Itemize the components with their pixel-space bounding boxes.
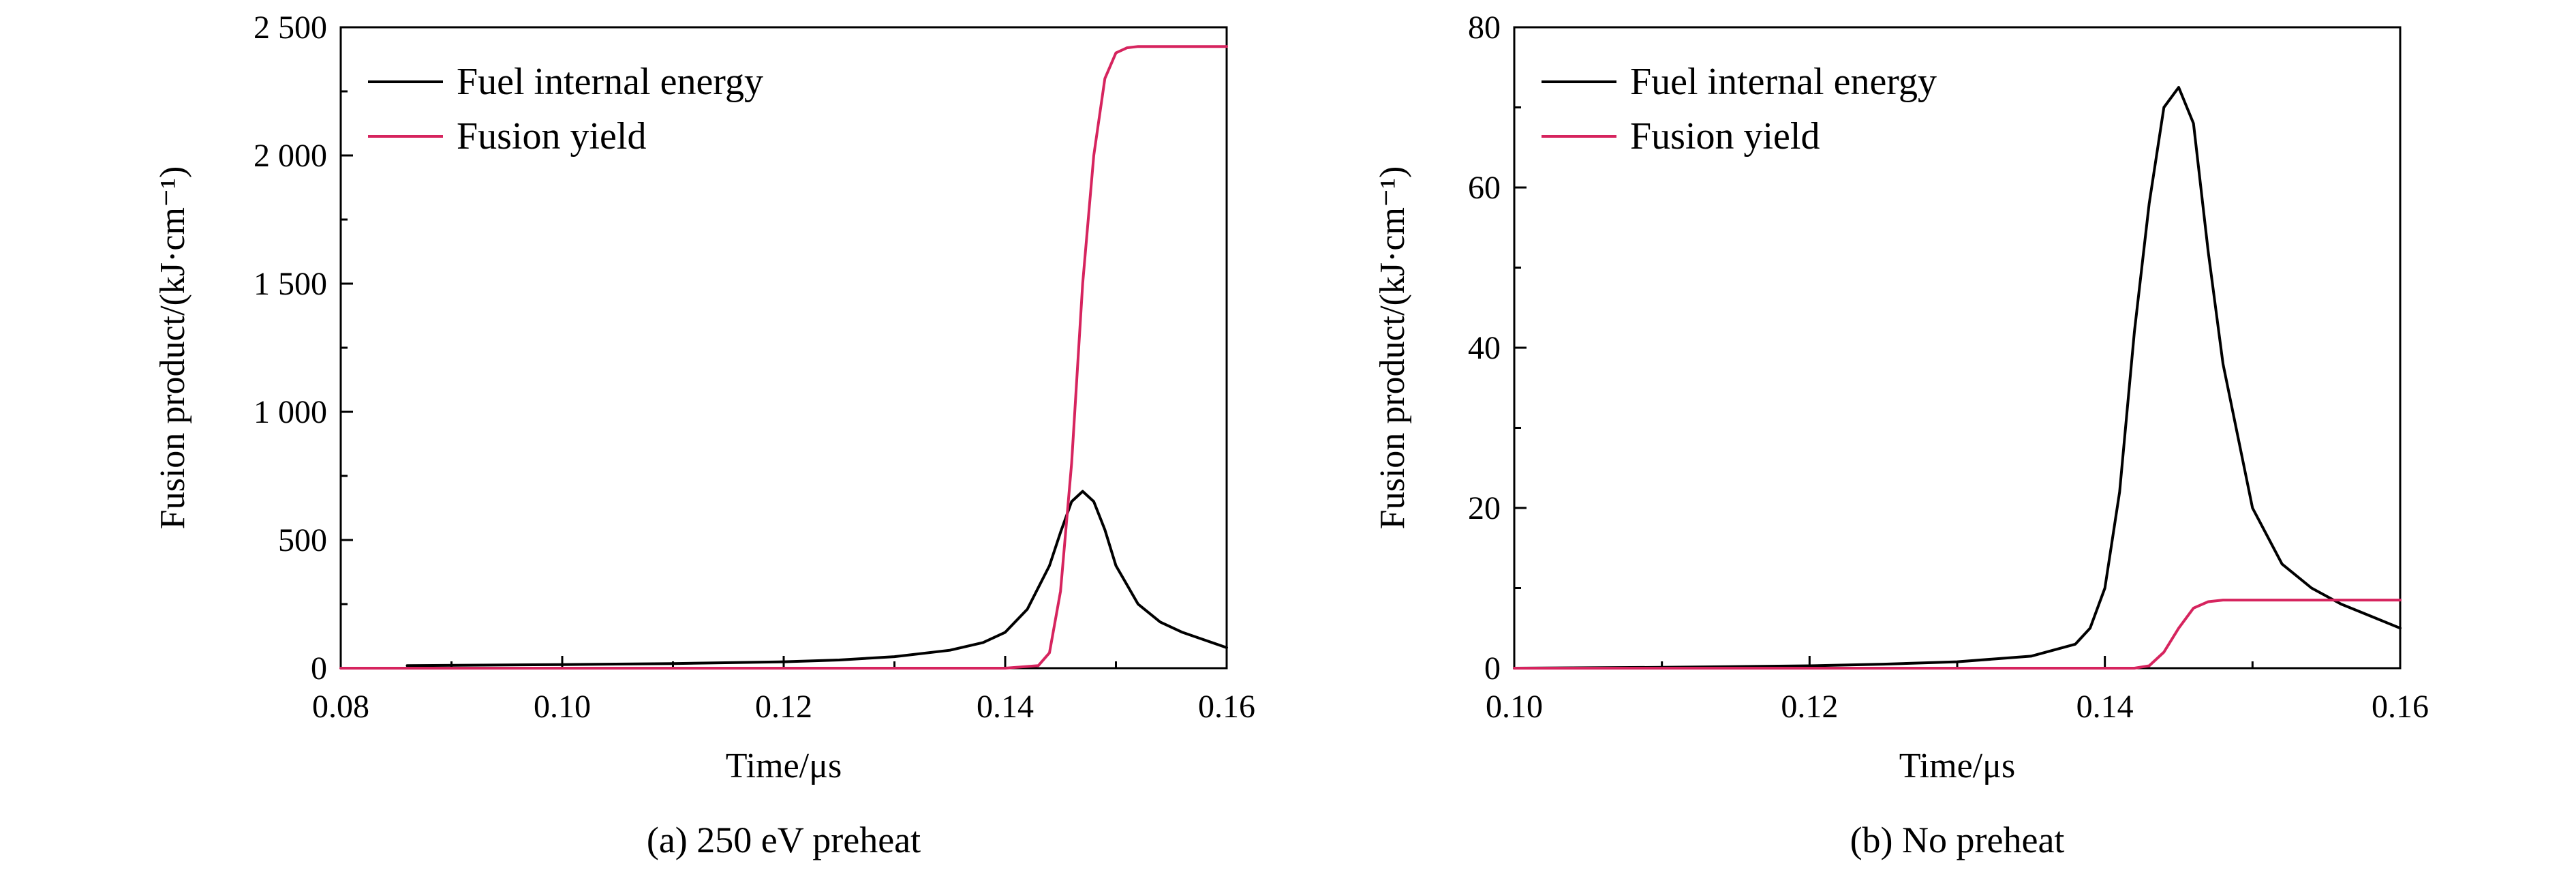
x-tick-label: 0.14	[977, 689, 1034, 725]
axis-ticks: 0.10 0.12 0.14 0.16 0 20 40 60 80	[1468, 10, 2429, 725]
x-tick-label: 0.12	[1781, 689, 1838, 725]
y-axis-title: Fusion product/(kJ·cm⁻¹)	[153, 166, 192, 530]
x-tick-label: 0.14	[2076, 689, 2134, 725]
series-group	[339, 45, 1228, 670]
x-tick-label: 0.08	[312, 689, 369, 725]
series-line-fusion-yield	[339, 45, 1228, 670]
series-line-fusion-yield	[1513, 599, 2402, 670]
y-axis-title: Fusion product/(kJ·cm⁻¹)	[1373, 166, 1412, 530]
legend-label: Fuel internal energy	[457, 61, 763, 103]
legend: Fuel internal energy Fusion yield	[1542, 61, 1937, 158]
y-tick-label: 80	[1468, 10, 1501, 46]
legend-label: Fusion yield	[457, 115, 646, 158]
x-tick-label: 0.12	[755, 689, 812, 725]
y-tick-label: 1 500	[254, 266, 327, 302]
x-tick-label: 0.10	[534, 689, 591, 725]
series-line-fuel-internal-energy	[405, 490, 1228, 668]
legend-label: Fusion yield	[1630, 115, 1820, 158]
series-line-fuel-internal-energy	[1513, 86, 2402, 670]
x-axis-title: Time/μs	[1899, 747, 2015, 785]
y-tick-label: 0	[311, 650, 327, 687]
y-tick-label: 500	[278, 522, 327, 558]
axis-ticks: 0.08 0.10 0.12 0.14 0.16 0 500 1 000 1 500 2 000 2…	[254, 10, 1255, 725]
y-tick-label: 2 500	[254, 10, 327, 46]
y-tick-label: 20	[1468, 490, 1501, 526]
chart-panel-b: 0.10 0.12 0.14 0.16 0 20 40 60 80 Fuel internal …	[1373, 10, 2429, 860]
x-tick-label: 0.16	[2372, 689, 2429, 725]
y-tick-label: 40	[1468, 330, 1501, 366]
y-tick-label: 2 000	[254, 138, 327, 174]
y-tick-label: 60	[1468, 170, 1501, 206]
x-tick-label: 0.10	[1486, 689, 1543, 725]
y-tick-label: 1 000	[254, 394, 327, 430]
series-group	[1513, 86, 2402, 670]
panel-caption: (b) No preheat	[1850, 820, 2065, 860]
legend: Fuel internal energy Fusion yield	[368, 61, 763, 158]
panel-caption: (a) 250 eV preheat	[647, 820, 921, 860]
y-tick-label: 0	[1484, 650, 1501, 687]
x-axis-title: Time/μs	[726, 747, 842, 785]
x-tick-label: 0.16	[1198, 689, 1255, 725]
legend-label: Fuel internal energy	[1630, 61, 1937, 103]
chart-panel-a: 0.08 0.10 0.12 0.14 0.16 0 500 1 000 1 500 2 000 2…	[153, 10, 1255, 860]
